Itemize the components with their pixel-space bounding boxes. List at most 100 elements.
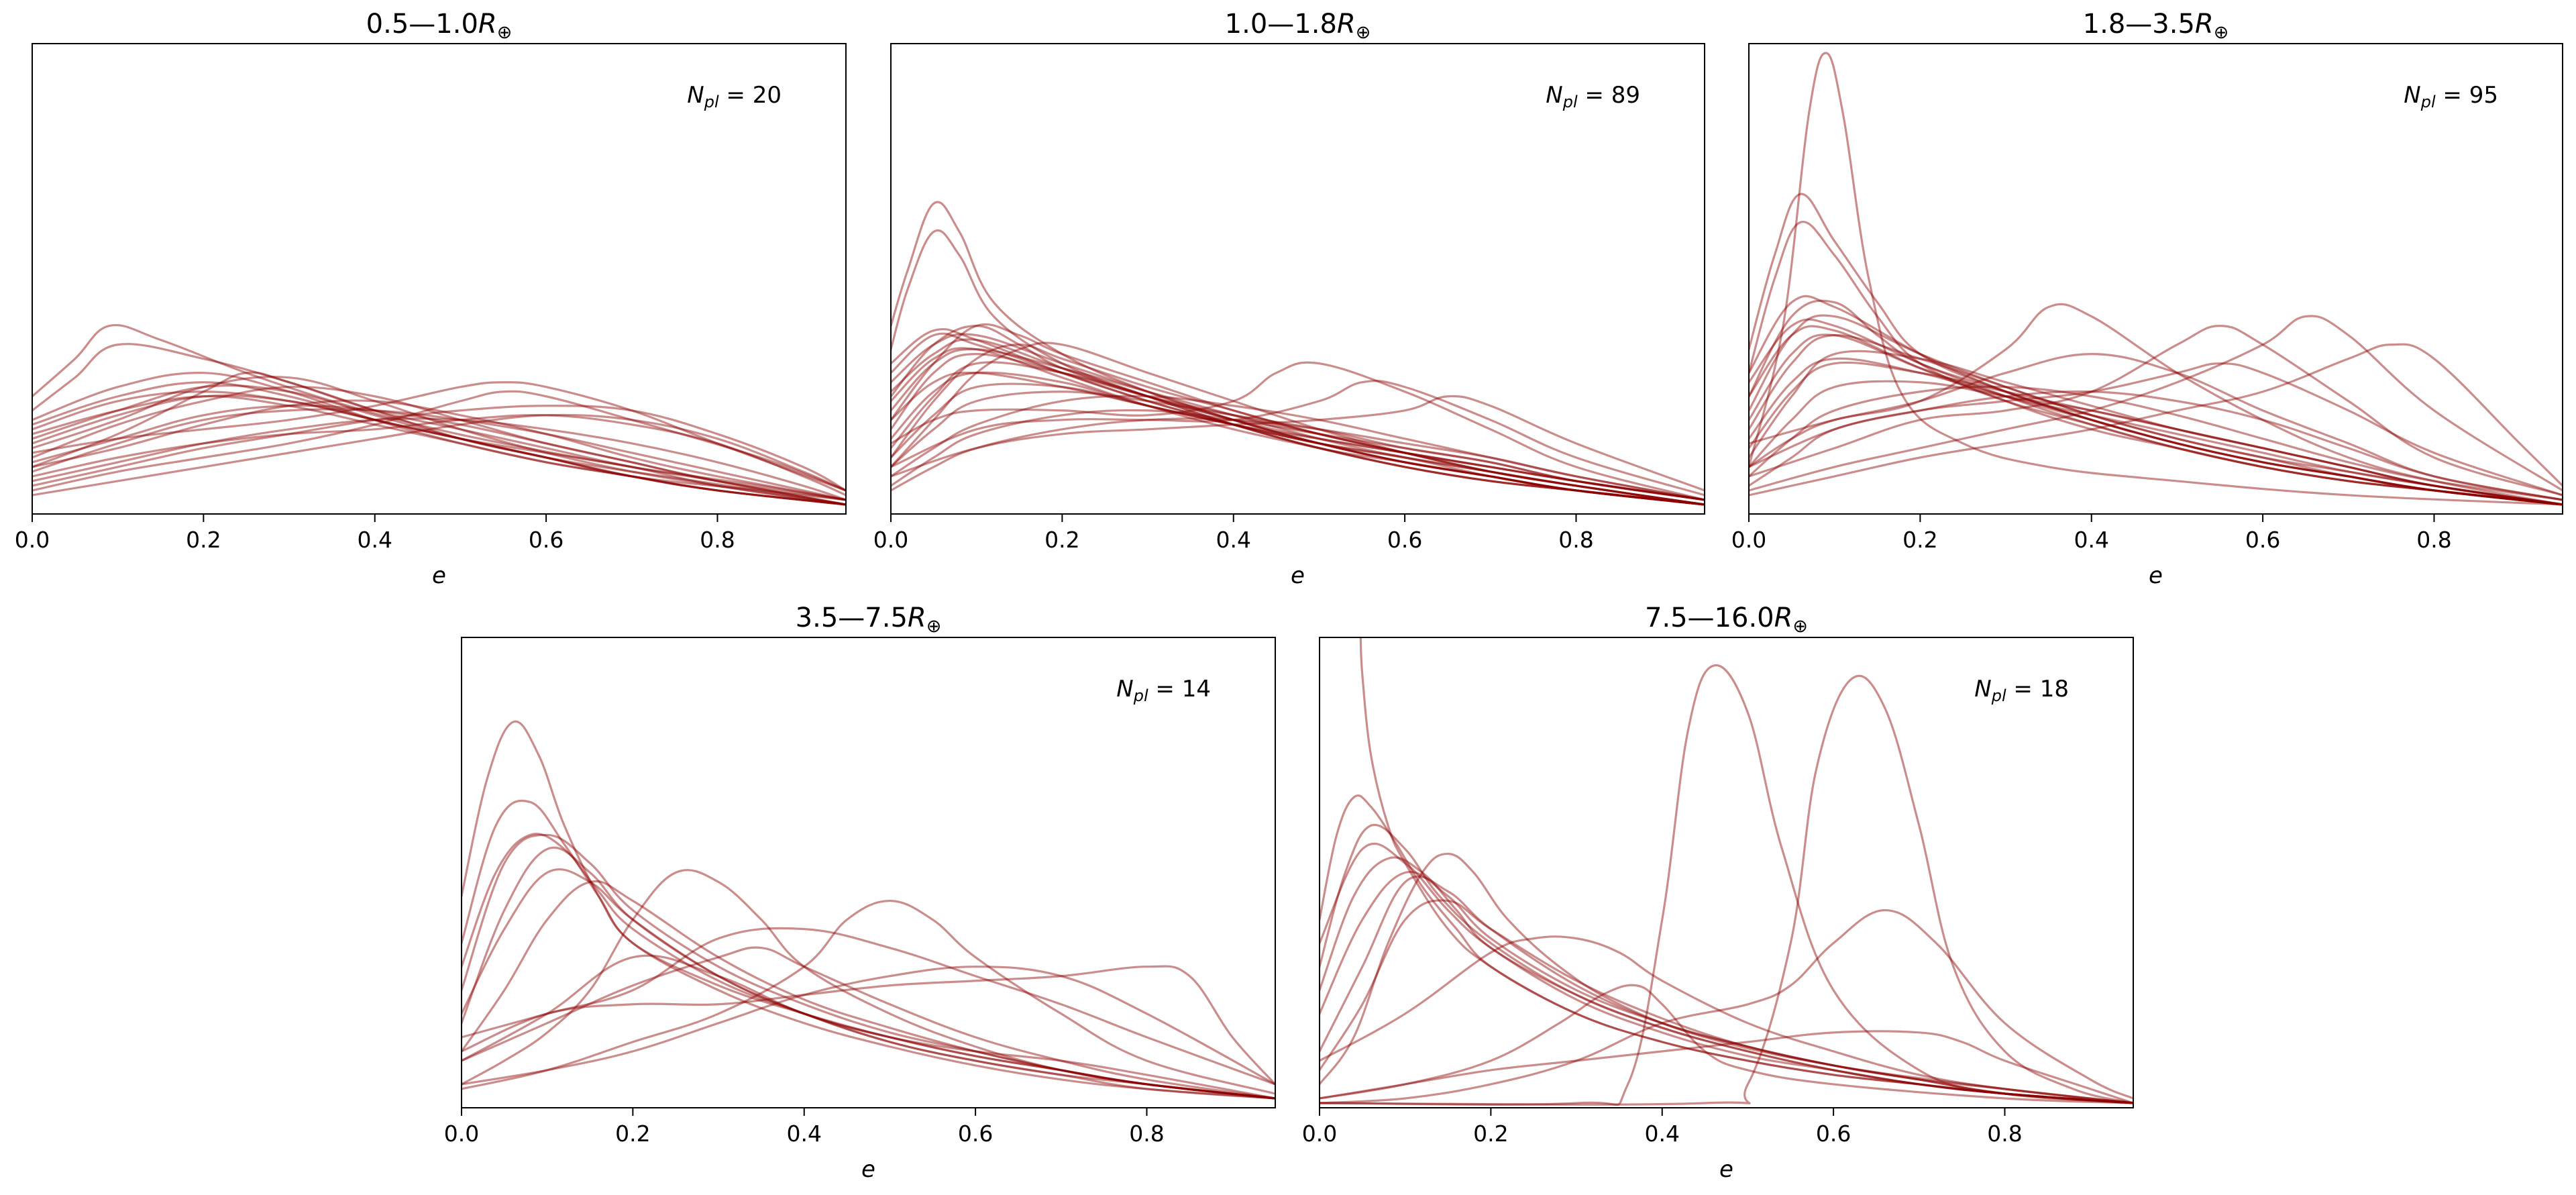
series-line-5 [891, 342, 1705, 506]
series-line-20 [32, 395, 846, 506]
x-axis-label: e [861, 1156, 875, 1183]
series-line-17 [1749, 361, 2563, 506]
series-group [32, 324, 846, 506]
series-line-16 [32, 381, 846, 506]
series-line-21 [1749, 357, 2563, 506]
series-line-11 [1320, 875, 2133, 1104]
series-line-16 [891, 327, 1705, 506]
chart-svg: 1.0—1.8R⊕ 0.0 0.2 0.4 0.6 0.8 e Npl = 89 [873, 9, 1705, 589]
x-tick-label: 0.2 [1902, 527, 1937, 553]
series-line-3 [1320, 664, 2133, 1106]
x-tick-label: 0.6 [1816, 1121, 1851, 1147]
series-line-6 [891, 361, 1705, 501]
series-line-9 [462, 927, 1275, 1086]
series-line-15 [1320, 842, 2133, 1104]
series-line-1 [891, 201, 1705, 506]
series-line-14 [32, 384, 846, 506]
series-line-9 [891, 332, 1705, 506]
x-tick-label: 0.0 [444, 1121, 479, 1147]
panel-3: 3.5—7.5R⊕ 0.0 0.2 0.4 0.6 0.8 e Npl = 14 [435, 590, 1302, 1195]
series-line-1 [1749, 52, 2563, 506]
series-line-4 [462, 868, 1275, 1100]
series-line-18 [32, 394, 846, 506]
series-line-23 [891, 382, 1705, 501]
series-line-24 [891, 409, 1705, 501]
x-tick-label: 0.0 [1731, 527, 1766, 553]
series-line-7 [1320, 935, 2133, 1104]
x-tick-label: 0.8 [2416, 527, 2451, 553]
chart-svg: 7.5—16.0R⊕ 0.0 0.2 0.4 0.6 0.8 e Npl = 18 [1302, 603, 2134, 1183]
series-line-12 [1320, 870, 2133, 1104]
chart-title: 1.8—3.5R⊕ [2083, 9, 2229, 43]
series-line-5 [462, 880, 1275, 1100]
series-line-8 [1320, 984, 2133, 1104]
series-line-11 [462, 833, 1275, 1100]
axes-frame [1748, 43, 2563, 515]
axes-frame [32, 43, 847, 515]
x-tick-label: 0.2 [186, 527, 221, 553]
chart-title: 7.5—16.0R⊕ [1645, 603, 1808, 637]
series-group [891, 201, 1705, 506]
series-group [1320, 637, 2133, 1106]
series-line-20 [1749, 325, 2563, 506]
x-axis-label: e [1719, 1156, 1733, 1183]
series-line-1 [462, 720, 1275, 1100]
series-line-11 [891, 353, 1705, 501]
series-line-15 [1749, 390, 2563, 501]
series-line-6 [462, 869, 1275, 1100]
series-line-2 [32, 324, 846, 501]
series-line-13 [891, 333, 1705, 506]
series-line-11 [1749, 295, 2563, 506]
series-line-5 [1749, 303, 2563, 506]
npl-annotation: Npl = 95 [2404, 82, 2498, 111]
series-line-14 [1749, 334, 2563, 506]
series-line-1 [1359, 637, 2133, 1104]
series-line-13 [32, 381, 846, 492]
series-line-2 [1749, 193, 2563, 506]
x-tick-label: 0.8 [1558, 527, 1593, 553]
series-line-8 [891, 395, 1705, 492]
series-line-6 [1749, 325, 2563, 497]
series-line-5 [32, 408, 846, 501]
series-line-3 [891, 323, 1705, 506]
x-tick-label: 0.4 [357, 527, 392, 553]
x-tick-label: 0.8 [1987, 1121, 2022, 1147]
series-line-8 [1749, 343, 2563, 497]
x-tick-label: 0.0 [873, 527, 908, 553]
series-line-21 [891, 371, 1705, 506]
x-tick-label: 0.6 [529, 527, 564, 553]
series-line-2 [891, 229, 1705, 506]
series-line-14 [891, 348, 1705, 506]
series-line-17 [891, 361, 1705, 501]
series-line-10 [891, 344, 1705, 506]
chart-svg: 1.8—3.5R⊕ 0.0 0.2 0.4 0.6 0.8 e Npl = 95 [1731, 9, 2563, 589]
series-line-15 [32, 417, 846, 501]
panel-2: 1.8—3.5R⊕ 0.0 0.2 0.4 0.6 0.8 e Npl = 95 [1722, 0, 2576, 601]
series-group [1749, 52, 2563, 506]
panel-4: 7.5—16.0R⊕ 0.0 0.2 0.4 0.6 0.8 e Npl = 18 [1293, 590, 2160, 1195]
series-line-12 [32, 404, 846, 501]
series-line-8 [462, 965, 1275, 1086]
series-line-14 [462, 846, 1275, 1100]
series-line-3 [32, 371, 846, 501]
axes-frame [461, 637, 1276, 1108]
chart-title: 1.0—1.8R⊕ [1225, 9, 1371, 43]
x-tick-label: 0.0 [15, 527, 50, 553]
panel-1: 1.0—1.8R⊕ 0.0 0.2 0.4 0.6 0.8 e Npl = 89 [864, 0, 1731, 601]
series-line-13 [462, 954, 1275, 1100]
x-tick-label: 0.4 [786, 1121, 821, 1147]
series-line-12 [891, 417, 1705, 501]
series-line-3 [462, 833, 1275, 1100]
series-line-3 [1749, 220, 2563, 506]
series-line-17 [32, 399, 846, 501]
series-line-12 [1749, 350, 2563, 506]
series-line-7 [32, 413, 846, 497]
series-line-10 [1320, 823, 2133, 1104]
x-tick-label: 0.8 [700, 527, 735, 553]
series-line-19 [32, 413, 846, 497]
x-tick-label: 0.4 [1644, 1121, 1679, 1147]
npl-annotation: Npl = 89 [1546, 82, 1640, 111]
chart-svg: 3.5—7.5R⊕ 0.0 0.2 0.4 0.6 0.8 e Npl = 14 [444, 603, 1276, 1183]
series-line-10 [462, 966, 1275, 1086]
series-line-7 [1749, 315, 2563, 492]
